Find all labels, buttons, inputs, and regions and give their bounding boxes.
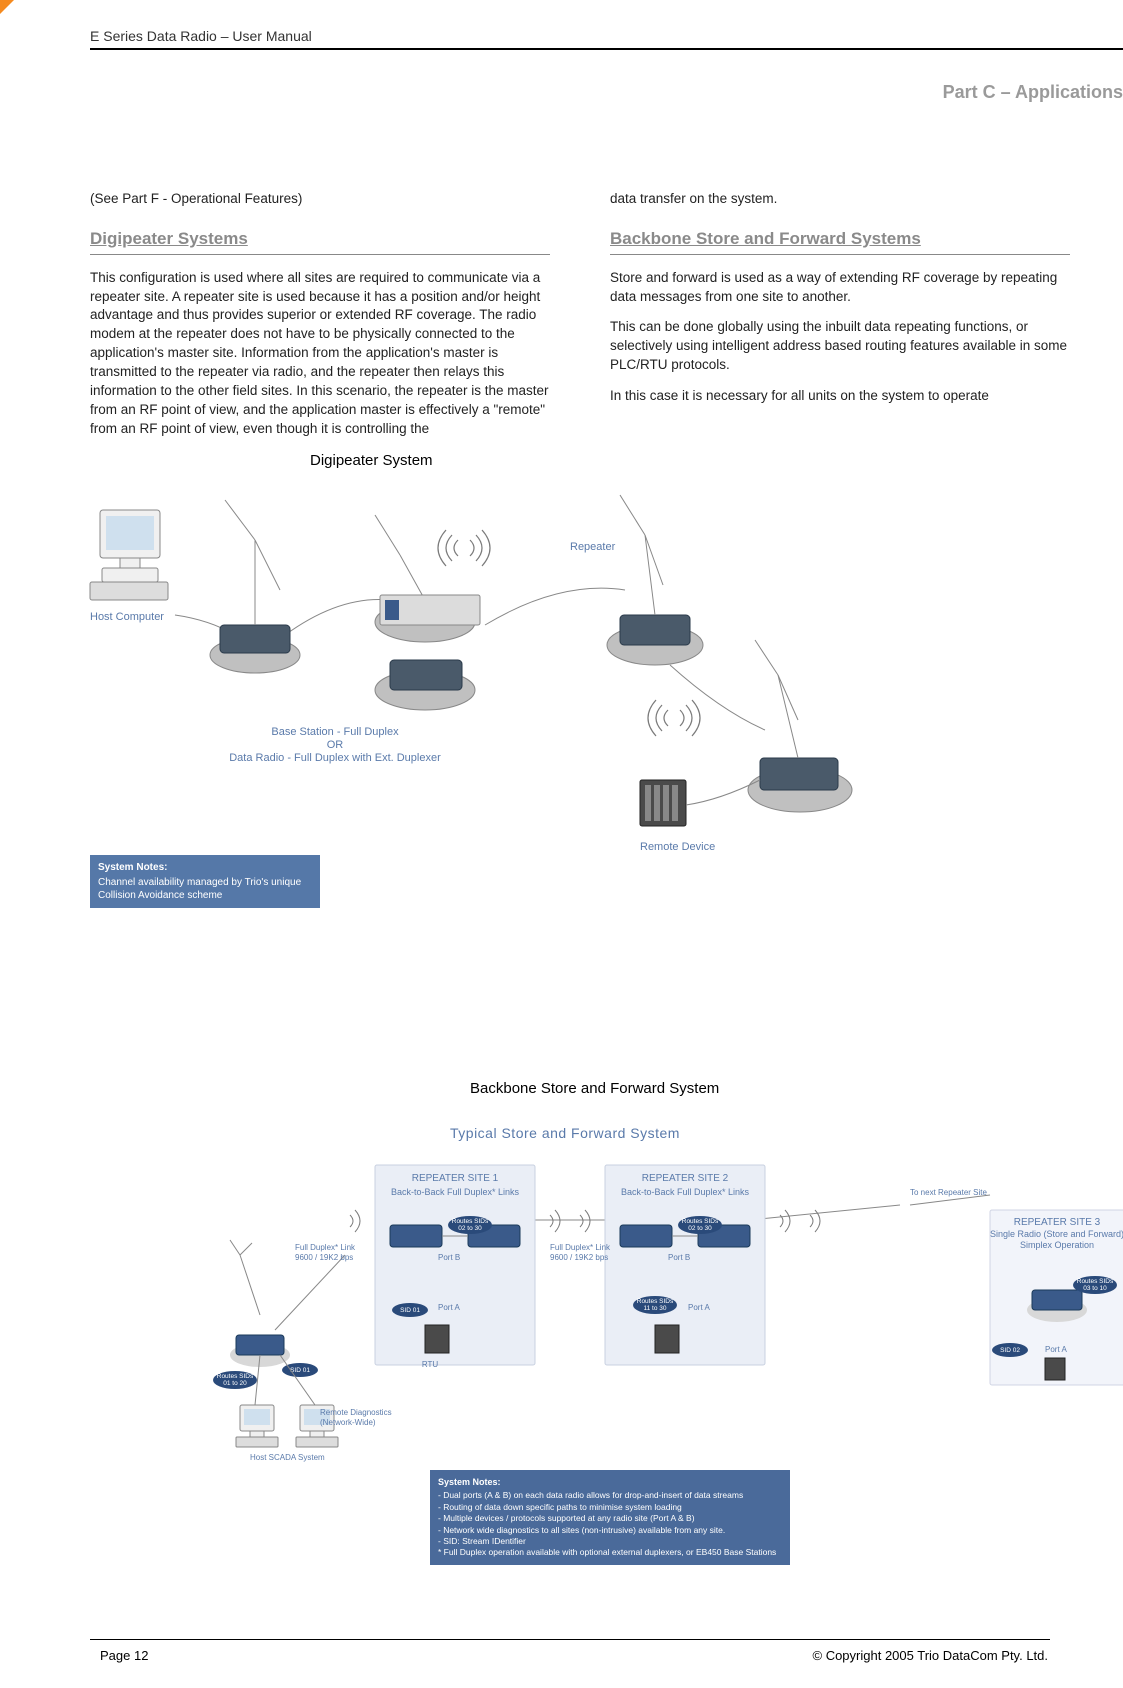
content-columns: (See Part F - Operational Features) Digi… [90, 190, 1123, 451]
header-rule [90, 48, 1123, 50]
data-transfer-line: data transfer on the system. [610, 190, 1070, 209]
to-next: To next Repeater Site [910, 1188, 987, 1197]
svg-text:9600 / 19K2 bps: 9600 / 19K2 bps [550, 1253, 608, 1262]
corner-decoration [0, 0, 14, 14]
diagram2-subtitle: Typical Store and Forward System [450, 1125, 680, 1141]
link-label-1: Full Duplex* Link [295, 1243, 356, 1252]
notes2-l5: - SID: Stream IDentifier [438, 1536, 782, 1547]
host-computer-icon [90, 510, 168, 600]
porta-2: Port A [688, 1303, 710, 1312]
para-backbone-2: This can be done globally using the inbu… [610, 318, 1070, 375]
para-backbone-1: Store and forward is used as a way of ex… [610, 269, 1070, 307]
para-digipeater: This configuration is used where all sit… [90, 269, 550, 439]
badge-sid01-copy: SID 01 [400, 1307, 420, 1314]
portb-1: Port B [438, 1253, 460, 1262]
svg-text:03 to 10: 03 to 10 [1083, 1285, 1107, 1292]
rtu-label: RTU [422, 1360, 439, 1369]
digipeater-diagram: Host Computer Base Station - Full Duplex… [80, 480, 920, 920]
svg-text:01 to 20: 01 to 20 [223, 1380, 247, 1387]
base-label-1: Base Station - Full Duplex [271, 726, 399, 738]
see-part-ref: (See Part F - Operational Features) [90, 190, 550, 209]
remote-diag-1: Remote Diagnostics [320, 1408, 392, 1417]
site3-sub1: Single Radio (Store and Forward) [990, 1229, 1123, 1239]
portb-2: Port B [668, 1253, 690, 1262]
diagram2-title: Backbone Store and Forward System [470, 1080, 719, 1097]
notes2-title: System Notes: [438, 1476, 782, 1488]
diagram1-title: Digipeater System [310, 452, 433, 469]
svg-text:9600 / 19K2 bps: 9600 / 19K2 bps [295, 1253, 353, 1262]
svg-text:Routes SIDs: Routes SIDs [1077, 1278, 1114, 1285]
copyright: © Copyright 2005 Trio DataCom Pty. Ltd. [813, 1648, 1049, 1663]
left-column: (See Part F - Operational Features) Digi… [90, 190, 550, 451]
notes1-body: Channel availability managed by Trio's u… [98, 876, 312, 902]
base-label-3: Data Radio - Full Duplex with Ext. Duple… [229, 752, 441, 764]
svg-text:Simplex Operation: Simplex Operation [1020, 1240, 1094, 1250]
porta-1: Port A [438, 1303, 460, 1312]
svg-text:11 to 30: 11 to 30 [643, 1305, 666, 1312]
site1-title: REPEATER SITE 1 [412, 1173, 499, 1184]
badge-02-30a: Routes SIDs [452, 1218, 489, 1225]
site2-sub: Back-to-Back Full Duplex* Links [621, 1187, 750, 1197]
notes2-l6: * Full Duplex operation available with o… [438, 1547, 782, 1558]
system-notes-2: System Notes: - Dual ports (A & B) on ea… [430, 1470, 790, 1565]
repeater-label: Repeater [570, 541, 616, 553]
host-label: Host Computer [90, 611, 164, 623]
svg-text:02 to 30: 02 to 30 [458, 1225, 482, 1232]
svg-text:Routes SIDs: Routes SIDs [682, 1218, 719, 1225]
site3-title: REPEATER SITE 3 [1014, 1217, 1101, 1228]
site2-title: REPEATER SITE 2 [642, 1173, 729, 1184]
link-label-2: Full Duplex* Link [550, 1243, 611, 1252]
svg-text:Routes SIDs: Routes SIDs [217, 1373, 254, 1380]
notes1-title: System Notes: [98, 861, 312, 874]
part-title: Part C – Applications [943, 82, 1123, 103]
footer-rule [90, 1639, 1050, 1640]
svg-text:02 to 30: 02 to 30 [688, 1225, 712, 1232]
porta-3: Port A [1045, 1345, 1067, 1354]
base-label-2: OR [327, 739, 344, 751]
heading-digipeater: Digipeater Systems [90, 227, 550, 255]
heading-backbone: Backbone Store and Forward Systems [610, 227, 1070, 255]
notes2-l4: - Network wide diagnostics to all sites … [438, 1525, 782, 1536]
notes2-l2: - Routing of data down specific paths to… [438, 1502, 782, 1513]
site1-sub: Back-to-Back Full Duplex* Links [391, 1187, 520, 1197]
doc-header-title: E Series Data Radio – User Manual [90, 28, 1123, 44]
para-backbone-3: In this case it is necessary for all uni… [610, 387, 1070, 406]
svg-text:Routes SIDs: Routes SIDs [637, 1298, 674, 1305]
host-scada: Host SCADA System [250, 1453, 325, 1462]
page-number: Page 12 [100, 1648, 148, 1663]
remote-label: Remote Device [640, 841, 715, 853]
notes2-l1: - Dual ports (A & B) on each data radio … [438, 1490, 782, 1501]
badge-sid02: SID 02 [1000, 1347, 1020, 1354]
svg-text:(Network-Wide): (Network-Wide) [320, 1418, 376, 1427]
right-column: data transfer on the system. Backbone St… [610, 190, 1070, 451]
notes2-l3: - Multiple devices / protocols supported… [438, 1513, 782, 1524]
system-notes-1: System Notes: Channel availability manag… [90, 855, 320, 908]
